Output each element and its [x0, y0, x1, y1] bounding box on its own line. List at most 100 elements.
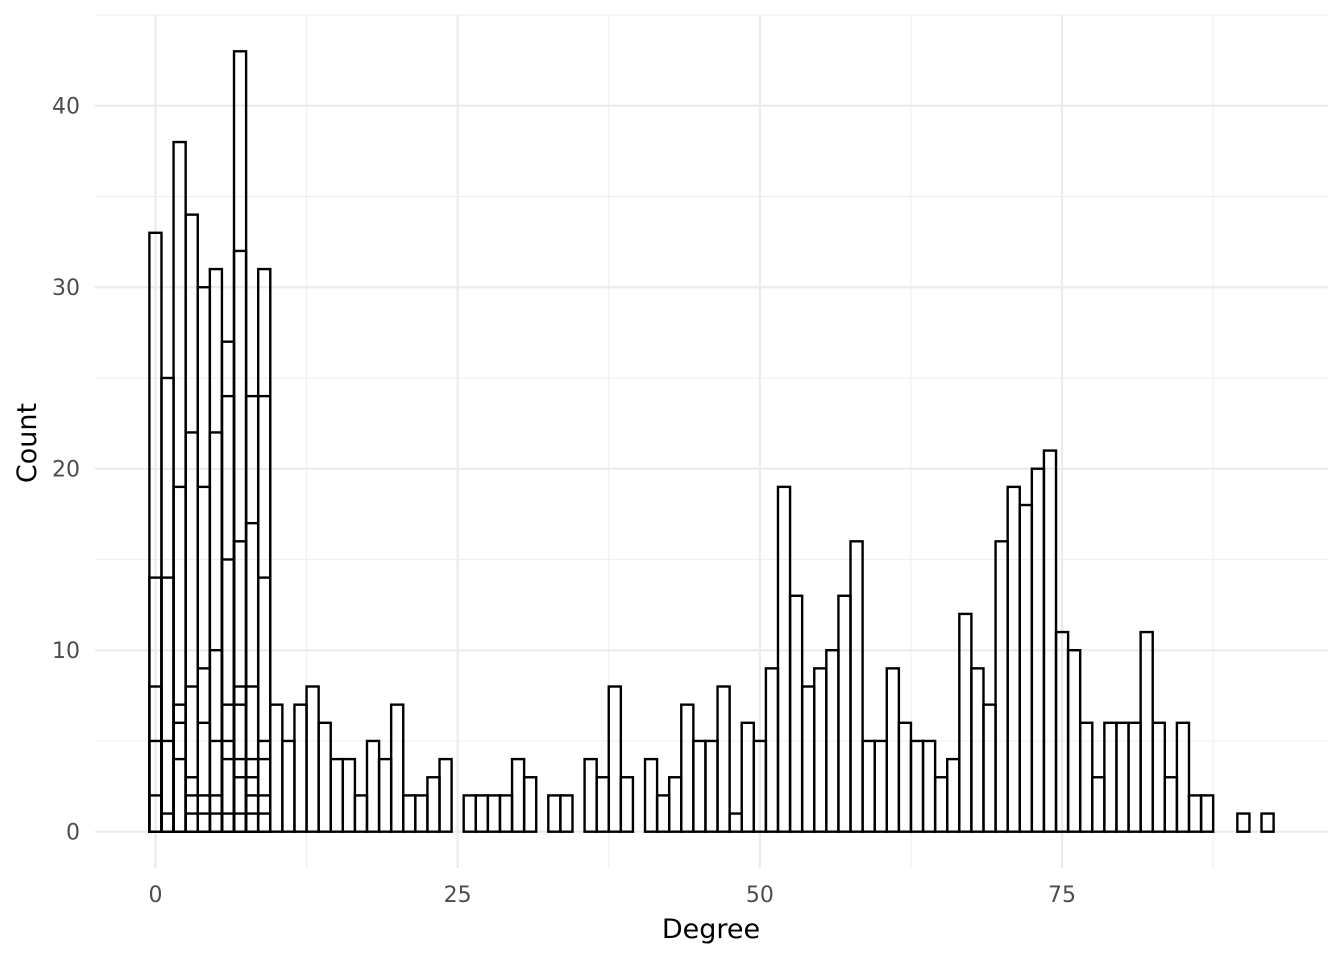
histogram-bar — [317, 721, 332, 833]
histogram-bar — [1151, 721, 1167, 833]
histogram-bar — [1030, 467, 1046, 833]
histogram-bar — [365, 739, 381, 833]
histogram-bar — [184, 812, 199, 833]
histogram-bar — [1163, 776, 1179, 833]
histogram-bar — [196, 812, 212, 833]
histogram-bar — [1006, 485, 1021, 833]
histogram-bar — [933, 776, 949, 833]
histogram-bar — [414, 794, 429, 833]
histogram-bar — [438, 757, 453, 833]
histogram-bar — [148, 794, 163, 833]
histogram-bar — [1139, 630, 1154, 833]
x-tick-label: 0 — [148, 883, 162, 908]
histogram-bar — [909, 739, 925, 833]
histogram-bar — [256, 812, 272, 833]
histogram-bar — [595, 776, 610, 833]
histogram-bar — [861, 739, 876, 833]
histogram-bar — [1066, 649, 1082, 833]
y-tick-label: 10 — [52, 639, 80, 664]
histogram-bar — [522, 776, 538, 833]
histogram-bar — [849, 540, 864, 833]
histogram-bar — [208, 812, 224, 833]
histogram-bar — [281, 739, 296, 833]
histogram-bar — [655, 794, 671, 833]
histogram-bar — [510, 757, 526, 833]
histogram-bar — [293, 703, 308, 833]
histogram-bar — [752, 739, 768, 833]
histogram-bar — [788, 594, 804, 833]
histogram-bar — [305, 685, 320, 833]
y-tick-label: 0 — [66, 821, 80, 846]
histogram-bar — [1042, 449, 1058, 833]
histogram-bar — [377, 757, 393, 833]
histogram-bar — [825, 649, 840, 833]
x-tick-label: 25 — [444, 883, 472, 908]
histogram-bar — [667, 776, 683, 833]
histogram-bar — [873, 739, 888, 833]
histogram-bar — [269, 703, 284, 833]
histogram-bar — [498, 794, 514, 833]
histogram-bar — [1018, 503, 1034, 833]
histogram-bar — [764, 667, 780, 833]
histogram-bar — [402, 794, 417, 833]
histogram-bar — [607, 685, 623, 833]
histogram-bar — [1115, 721, 1130, 833]
histogram-bar — [547, 794, 562, 833]
histogram-bar — [1187, 794, 1203, 833]
histogram-bar — [474, 794, 490, 833]
y-tick-label: 40 — [52, 95, 80, 120]
histogram-bar — [970, 667, 985, 833]
histogram-bar — [462, 794, 477, 833]
histogram-bar — [994, 540, 1009, 833]
histogram-bar — [619, 776, 635, 833]
histogram-bar — [1199, 794, 1215, 833]
x-axis-title: Degree — [662, 914, 760, 945]
histogram-bar — [1260, 812, 1275, 833]
histogram-bar — [921, 739, 937, 833]
histogram-bar — [897, 721, 913, 833]
histogram-bar — [716, 685, 731, 833]
histogram-bar — [946, 757, 961, 833]
histogram-bar — [1091, 776, 1106, 833]
histogram-bar — [776, 485, 792, 833]
histogram-bar — [885, 667, 901, 833]
histogram-bar — [1054, 630, 1070, 833]
histogram-bar — [704, 739, 719, 833]
y-tick-label: 30 — [52, 276, 80, 301]
x-tick-label: 50 — [746, 883, 774, 908]
histogram-bar — [1078, 721, 1094, 833]
y-axis-tick-labels: 0 10 20 30 40 — [52, 95, 80, 846]
histogram-bar — [800, 685, 816, 833]
histogram-bar — [244, 812, 260, 833]
histogram-bar — [1175, 721, 1191, 833]
histogram-bar — [1236, 812, 1251, 833]
histogram-bars — [148, 50, 1275, 833]
histogram-bar — [982, 703, 997, 833]
histogram-bar — [643, 757, 659, 833]
histogram-bar — [341, 757, 357, 833]
histogram-bar — [353, 794, 369, 833]
histogram-bar — [728, 812, 743, 833]
histogram-bar — [220, 812, 236, 833]
y-tick-label: 20 — [52, 458, 80, 483]
histogram-bar — [837, 594, 852, 833]
histogram-bar — [958, 612, 973, 833]
histogram-bar — [813, 667, 828, 833]
y-axis-title: Count — [12, 403, 43, 483]
histogram-bar — [1127, 721, 1142, 833]
histogram-bar — [740, 721, 756, 833]
x-tick-label: 75 — [1048, 883, 1076, 908]
histogram-bar — [160, 812, 175, 833]
histogram-bar — [559, 794, 574, 833]
histogram-bar — [486, 794, 502, 833]
histogram-bar — [1103, 721, 1118, 833]
x-axis-tick-labels: 0 25 50 75 — [148, 883, 1076, 908]
histogram-bar — [680, 703, 695, 833]
histogram-bar — [692, 739, 707, 833]
histogram-bar — [389, 703, 405, 833]
histogram-bar — [426, 776, 441, 833]
histogram-bar — [583, 757, 598, 833]
histogram-bar — [172, 757, 187, 833]
histogram-bar — [232, 812, 248, 833]
